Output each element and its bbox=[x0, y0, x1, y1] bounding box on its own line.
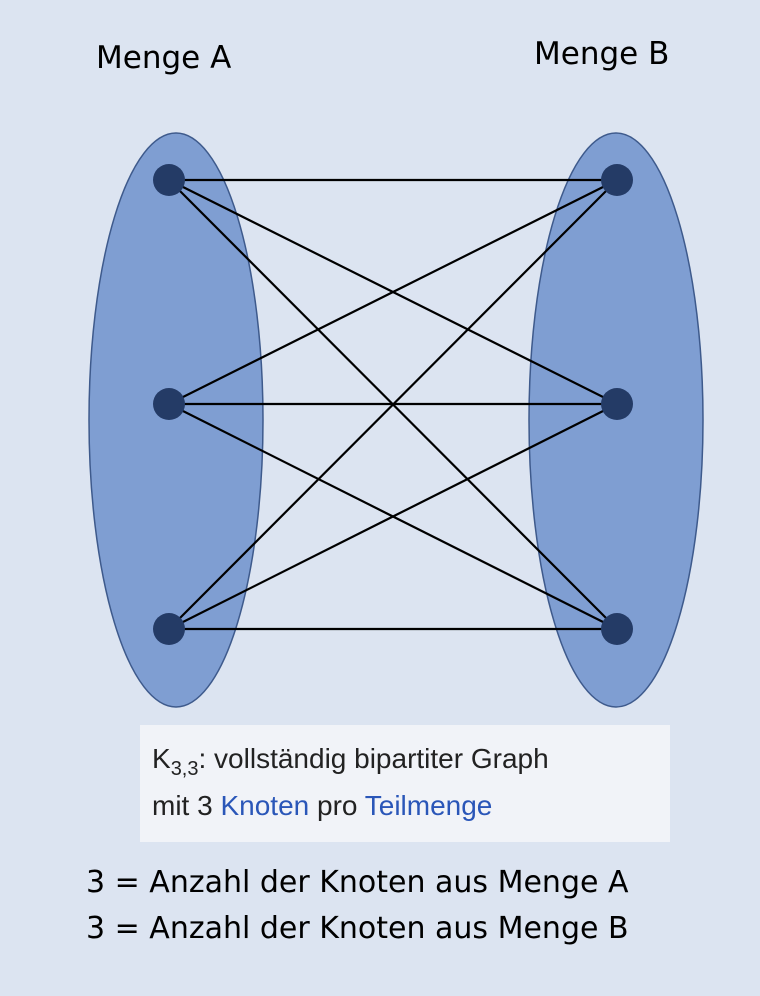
graph-subscript: 3,3 bbox=[170, 758, 199, 780]
count-set-a: 3 = Anzahl der Knoten aus Menge A bbox=[86, 865, 629, 900]
count-set-b: 3 = Anzahl der Knoten aus Menge B bbox=[86, 911, 629, 946]
edge-a2-b1 bbox=[168, 179, 618, 405]
node-a1 bbox=[153, 164, 185, 196]
caption-prefix: mit 3 bbox=[152, 790, 221, 821]
set-a-ellipse bbox=[88, 132, 264, 708]
set-b-ellipse bbox=[528, 132, 704, 708]
edge-a3-b1 bbox=[168, 179, 618, 630]
edge-a3-b2 bbox=[168, 403, 618, 630]
caption-line-1: K3,3: vollständig bipartiter Graph bbox=[152, 735, 670, 782]
edges bbox=[168, 178, 618, 631]
caption-box: K3,3: vollständig bipartiter Graph mit 3… bbox=[140, 725, 670, 842]
node-a2 bbox=[153, 388, 185, 420]
caption-mid: pro bbox=[309, 790, 365, 821]
caption-description: : vollständig bipartiter Graph bbox=[198, 743, 549, 774]
knoten-link[interactable]: Knoten bbox=[220, 790, 310, 821]
caption-line-2: mit 3 Knoten pro Teilmenge bbox=[152, 782, 670, 829]
node-a3 bbox=[153, 613, 185, 645]
set-a-label: Menge A bbox=[96, 40, 232, 76]
node-b2 bbox=[601, 388, 633, 420]
node-counts: 3 = Anzahl der Knoten aus Menge A 3 = An… bbox=[86, 860, 629, 952]
set-b-label: Menge B bbox=[534, 36, 670, 72]
node-b1 bbox=[601, 164, 633, 196]
nodes bbox=[153, 164, 633, 645]
teilmenge-link[interactable]: Teilmenge bbox=[364, 790, 493, 821]
graph-symbol: K bbox=[152, 743, 171, 774]
node-b3 bbox=[601, 613, 633, 645]
